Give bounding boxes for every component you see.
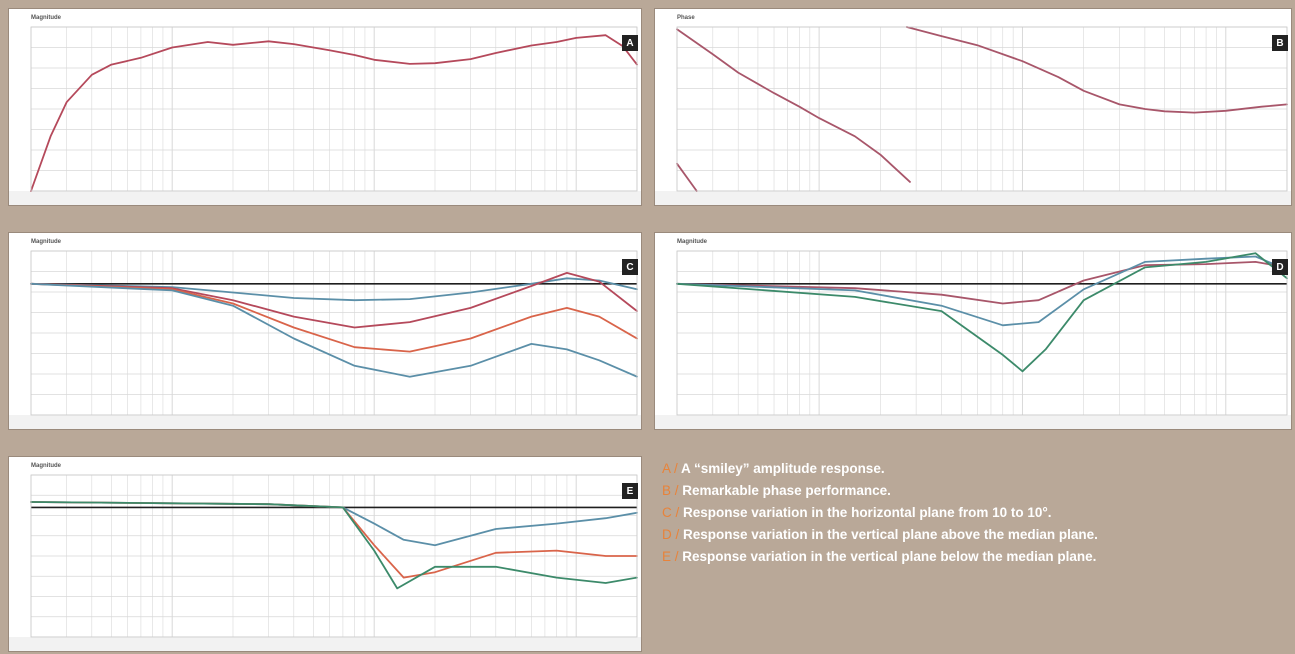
- series-line-b-2: [905, 26, 1288, 114]
- plot-frame-e: [30, 474, 638, 638]
- x-axis-strip-c: [9, 415, 641, 429]
- chart-title-d: Magnitude: [677, 239, 707, 245]
- chart-svg-d: [655, 250, 1291, 429]
- series-line-e-1: [30, 501, 638, 579]
- caption-letter: B /: [662, 483, 679, 498]
- chart-badge-d: D: [1272, 259, 1288, 275]
- caption-text: A “smiley” amplitude response.: [681, 461, 885, 476]
- series-line-c-2: [30, 282, 638, 353]
- caption-d: D / Response variation in the vertical p…: [662, 524, 1098, 546]
- chart-title-c: Magnitude: [31, 239, 61, 245]
- caption-text: Response variation in the vertical plane…: [683, 527, 1098, 542]
- chart-title-b: Phase: [677, 15, 695, 21]
- plot-frame-a: [30, 26, 638, 192]
- chart-svg-b: [655, 26, 1291, 205]
- caption-text: Response variation in the horizontal pla…: [683, 505, 1052, 520]
- caption-a: A / A “smiley” amplitude response.: [662, 458, 1098, 480]
- caption-text: Response variation in the vertical plane…: [682, 549, 1097, 564]
- series-line-d-0: [676, 261, 1288, 305]
- series-line-b-0: [676, 28, 911, 183]
- series-line-e-2: [30, 501, 638, 590]
- x-axis-strip-a: [9, 191, 641, 205]
- chart-panel-d: Magnitude D: [654, 232, 1292, 430]
- series-line-c-0: [30, 277, 638, 302]
- chart-panel-b: Phase B: [654, 8, 1292, 206]
- caption-e: E / Response variation in the vertical p…: [662, 546, 1098, 568]
- caption-c: C / Response variation in the horizontal…: [662, 502, 1098, 524]
- caption-text: Remarkable phase performance.: [682, 483, 891, 498]
- caption-letter: D /: [662, 527, 680, 542]
- series-line-d-2: [676, 252, 1288, 373]
- chart-badge-a: A: [622, 35, 638, 51]
- series-line-c-1: [30, 272, 638, 329]
- caption-list: A / A “smiley” amplitude response. B / R…: [662, 458, 1098, 568]
- plot-frame-b: [676, 26, 1288, 192]
- chart-panel-c: Magnitude C: [8, 232, 642, 430]
- caption-b: B / Remarkable phase performance.: [662, 480, 1098, 502]
- chart-badge-e: E: [622, 483, 638, 499]
- caption-letter: C /: [662, 505, 680, 520]
- x-axis-strip-d: [655, 415, 1291, 429]
- chart-svg-e: [9, 474, 641, 651]
- chart-title-a: Magnitude: [31, 15, 61, 21]
- chart-badge-c: C: [622, 259, 638, 275]
- chart-badge-b: B: [1272, 35, 1288, 51]
- chart-panel-a: Magnitude A: [8, 8, 642, 206]
- x-axis-strip-b: [655, 191, 1291, 205]
- chart-svg-a: [9, 26, 641, 205]
- series-line-b-1: [676, 162, 698, 192]
- series-line-e-0: [30, 501, 638, 547]
- plot-frame-c: [30, 250, 638, 416]
- series-line-c-3: [30, 282, 638, 378]
- x-axis-strip-e: [9, 637, 641, 651]
- plot-frame-d: [676, 250, 1288, 416]
- caption-letter: E /: [662, 549, 679, 564]
- caption-letter: A /: [662, 461, 678, 476]
- chart-title-e: Magnitude: [31, 463, 61, 469]
- chart-svg-c: [9, 250, 641, 429]
- series-line-a-0: [30, 34, 638, 192]
- chart-panel-e: Magnitude E: [8, 456, 642, 652]
